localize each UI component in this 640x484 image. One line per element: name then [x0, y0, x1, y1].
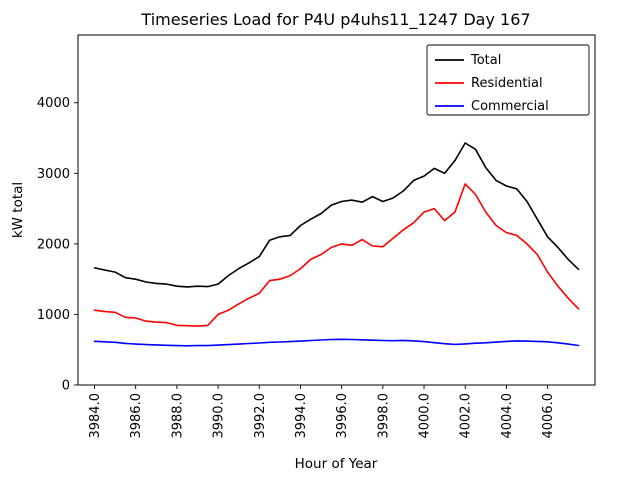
x-tick-label: 3994.0 — [294, 393, 309, 439]
legend-entry-residential: Residential — [435, 76, 543, 91]
x-tick-label: 3996.0 — [335, 393, 350, 439]
x-tick-label: 4006.0 — [541, 393, 556, 439]
x-tick-label: 3998.0 — [376, 393, 391, 439]
x-tick-label: 4000.0 — [418, 393, 433, 439]
tick-marks — [74, 102, 549, 389]
legend-box — [426, 44, 590, 116]
series-line-total — [93, 142, 580, 288]
legend: Total Residential Commercial — [426, 44, 590, 116]
plot-border — [77, 34, 596, 386]
x-tick-label: 3984.0 — [88, 393, 103, 439]
x-tick-label: 4004.0 — [500, 393, 515, 439]
y-axis-label: kW total — [10, 182, 26, 238]
tick-labels: 0 1000 2000 3000 4000 3984.0 3986.0 3988.0 3990.… — [37, 96, 556, 438]
series-lines — [93, 142, 580, 347]
series-line-commercial — [93, 338, 580, 347]
legend-entry-total: Total — [435, 53, 501, 68]
y-tick-label: 4000 — [37, 96, 70, 111]
chart-title: Timeseries Load for P4U p4uhs11_1247 Day… — [140, 10, 530, 30]
y-tick-label: 0 — [62, 379, 70, 394]
legend-entry-commercial: Commercial — [435, 99, 549, 114]
y-tick-label: 2000 — [37, 237, 70, 252]
y-tick-label: 1000 — [37, 308, 70, 323]
x-tick-label: 4002.0 — [459, 393, 474, 439]
legend-label-residential: Residential — [471, 76, 543, 91]
legend-label-total: Total — [470, 53, 501, 68]
y-tick-label: 3000 — [37, 167, 70, 182]
x-tick-label: 3992.0 — [253, 393, 268, 439]
x-tick-label: 3988.0 — [170, 393, 185, 439]
series-line-residential — [93, 183, 580, 327]
legend-label-commercial: Commercial — [471, 99, 549, 114]
x-tick-label: 3986.0 — [129, 393, 144, 439]
x-axis-label: Hour of Year — [295, 456, 378, 472]
x-tick-label: 3990.0 — [212, 393, 227, 439]
